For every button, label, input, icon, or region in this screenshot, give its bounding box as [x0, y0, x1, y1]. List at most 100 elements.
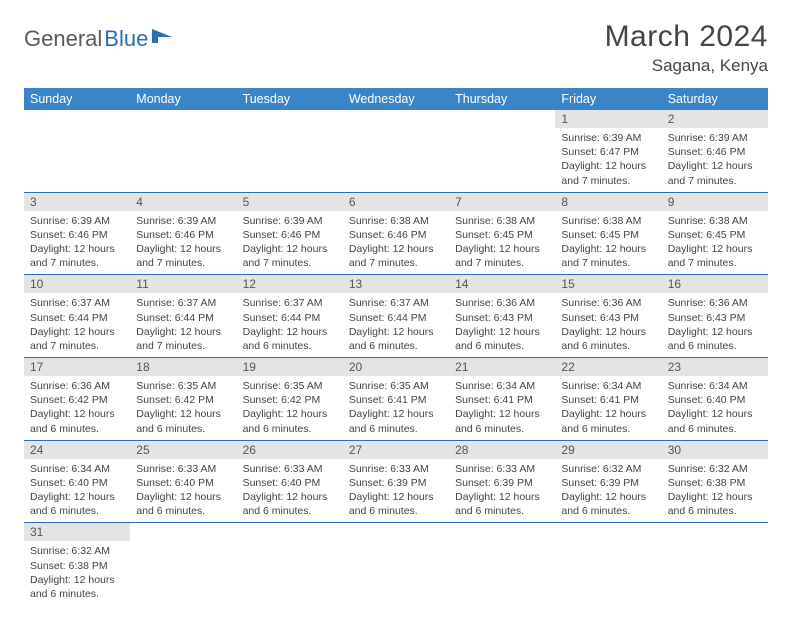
day-header: Friday: [555, 88, 661, 110]
calendar-cell: [662, 523, 768, 605]
daylight-text: Daylight: 12 hours and 6 minutes.: [455, 325, 549, 353]
calendar-cell: [343, 110, 449, 192]
sunset-text: Sunset: 6:41 PM: [561, 393, 655, 407]
day-details: Sunrise: 6:33 AMSunset: 6:40 PMDaylight:…: [237, 459, 343, 523]
sunset-text: Sunset: 6:43 PM: [668, 311, 762, 325]
day-details: Sunrise: 6:33 AMSunset: 6:40 PMDaylight:…: [130, 459, 236, 523]
sunrise-text: Sunrise: 6:37 AM: [30, 296, 124, 310]
location-label: Sagana, Kenya: [605, 56, 768, 76]
day-details: Sunrise: 6:39 AMSunset: 6:47 PMDaylight:…: [555, 128, 661, 192]
brand-part1: General: [24, 26, 102, 52]
day-number: 9: [662, 193, 768, 211]
day-number: 15: [555, 275, 661, 293]
day-number: 20: [343, 358, 449, 376]
day-details: Sunrise: 6:38 AMSunset: 6:45 PMDaylight:…: [662, 211, 768, 275]
sunset-text: Sunset: 6:40 PM: [243, 476, 337, 490]
calendar-week-row: 10Sunrise: 6:37 AMSunset: 6:44 PMDayligh…: [24, 275, 768, 358]
day-details: Sunrise: 6:38 AMSunset: 6:45 PMDaylight:…: [449, 211, 555, 275]
daylight-text: Daylight: 12 hours and 6 minutes.: [561, 407, 655, 435]
daylight-text: Daylight: 12 hours and 6 minutes.: [668, 490, 762, 518]
day-header: Saturday: [662, 88, 768, 110]
sunrise-text: Sunrise: 6:37 AM: [243, 296, 337, 310]
day-number: 11: [130, 275, 236, 293]
sunset-text: Sunset: 6:42 PM: [243, 393, 337, 407]
calendar-cell: [237, 110, 343, 192]
day-details: Sunrise: 6:39 AMSunset: 6:46 PMDaylight:…: [662, 128, 768, 192]
day-number: 30: [662, 441, 768, 459]
day-details: Sunrise: 6:36 AMSunset: 6:43 PMDaylight:…: [449, 293, 555, 357]
daylight-text: Daylight: 12 hours and 6 minutes.: [243, 407, 337, 435]
calendar-cell: 10Sunrise: 6:37 AMSunset: 6:44 PMDayligh…: [24, 275, 130, 358]
sunset-text: Sunset: 6:39 PM: [349, 476, 443, 490]
day-number: [662, 523, 768, 527]
day-number: [555, 523, 661, 527]
sunrise-text: Sunrise: 6:33 AM: [243, 462, 337, 476]
calendar-week-row: 24Sunrise: 6:34 AMSunset: 6:40 PMDayligh…: [24, 440, 768, 523]
calendar-cell: 9Sunrise: 6:38 AMSunset: 6:45 PMDaylight…: [662, 192, 768, 275]
calendar-cell: 7Sunrise: 6:38 AMSunset: 6:45 PMDaylight…: [449, 192, 555, 275]
calendar-cell: 20Sunrise: 6:35 AMSunset: 6:41 PMDayligh…: [343, 358, 449, 441]
sunset-text: Sunset: 6:38 PM: [668, 476, 762, 490]
day-header: Sunday: [24, 88, 130, 110]
day-number: [130, 523, 236, 527]
calendar-cell: 6Sunrise: 6:38 AMSunset: 6:46 PMDaylight…: [343, 192, 449, 275]
daylight-text: Daylight: 12 hours and 6 minutes.: [561, 490, 655, 518]
day-header: Wednesday: [343, 88, 449, 110]
sunset-text: Sunset: 6:44 PM: [136, 311, 230, 325]
daylight-text: Daylight: 12 hours and 7 minutes.: [30, 242, 124, 270]
day-header: Thursday: [449, 88, 555, 110]
day-details: Sunrise: 6:37 AMSunset: 6:44 PMDaylight:…: [24, 293, 130, 357]
calendar-cell: [24, 110, 130, 192]
day-number: [343, 110, 449, 114]
sunrise-text: Sunrise: 6:35 AM: [349, 379, 443, 393]
day-number: 17: [24, 358, 130, 376]
calendar-cell: 12Sunrise: 6:37 AMSunset: 6:44 PMDayligh…: [237, 275, 343, 358]
calendar-cell: [555, 523, 661, 605]
sunrise-text: Sunrise: 6:35 AM: [243, 379, 337, 393]
calendar-cell: 24Sunrise: 6:34 AMSunset: 6:40 PMDayligh…: [24, 440, 130, 523]
day-details: Sunrise: 6:39 AMSunset: 6:46 PMDaylight:…: [237, 211, 343, 275]
daylight-text: Daylight: 12 hours and 7 minutes.: [136, 242, 230, 270]
calendar-cell: 5Sunrise: 6:39 AMSunset: 6:46 PMDaylight…: [237, 192, 343, 275]
calendar-cell: 21Sunrise: 6:34 AMSunset: 6:41 PMDayligh…: [449, 358, 555, 441]
day-number: 25: [130, 441, 236, 459]
sunrise-text: Sunrise: 6:34 AM: [668, 379, 762, 393]
day-details: Sunrise: 6:32 AMSunset: 6:38 PMDaylight:…: [662, 459, 768, 523]
sunset-text: Sunset: 6:45 PM: [455, 228, 549, 242]
sunrise-text: Sunrise: 6:32 AM: [561, 462, 655, 476]
day-details: Sunrise: 6:39 AMSunset: 6:46 PMDaylight:…: [130, 211, 236, 275]
calendar-cell: 2Sunrise: 6:39 AMSunset: 6:46 PMDaylight…: [662, 110, 768, 192]
sunrise-text: Sunrise: 6:35 AM: [136, 379, 230, 393]
day-number: 8: [555, 193, 661, 211]
daylight-text: Daylight: 12 hours and 6 minutes.: [30, 407, 124, 435]
daylight-text: Daylight: 12 hours and 7 minutes.: [349, 242, 443, 270]
sunrise-text: Sunrise: 6:36 AM: [668, 296, 762, 310]
day-number: [237, 110, 343, 114]
header: GeneralBlue March 2024 Sagana, Kenya: [24, 20, 768, 76]
day-number: 19: [237, 358, 343, 376]
daylight-text: Daylight: 12 hours and 6 minutes.: [561, 325, 655, 353]
daylight-text: Daylight: 12 hours and 7 minutes.: [136, 325, 230, 353]
sunrise-text: Sunrise: 6:33 AM: [136, 462, 230, 476]
sunrise-text: Sunrise: 6:33 AM: [349, 462, 443, 476]
daylight-text: Daylight: 12 hours and 7 minutes.: [30, 325, 124, 353]
calendar-cell: 29Sunrise: 6:32 AMSunset: 6:39 PMDayligh…: [555, 440, 661, 523]
sunrise-text: Sunrise: 6:34 AM: [561, 379, 655, 393]
day-details: Sunrise: 6:34 AMSunset: 6:40 PMDaylight:…: [662, 376, 768, 440]
calendar-cell: 22Sunrise: 6:34 AMSunset: 6:41 PMDayligh…: [555, 358, 661, 441]
day-header: Tuesday: [237, 88, 343, 110]
daylight-text: Daylight: 12 hours and 6 minutes.: [455, 490, 549, 518]
day-number: 1: [555, 110, 661, 128]
sunrise-text: Sunrise: 6:34 AM: [455, 379, 549, 393]
calendar-cell: 31Sunrise: 6:32 AMSunset: 6:38 PMDayligh…: [24, 523, 130, 605]
sunset-text: Sunset: 6:44 PM: [243, 311, 337, 325]
day-header-row: SundayMondayTuesdayWednesdayThursdayFrid…: [24, 88, 768, 110]
calendar-cell: [130, 523, 236, 605]
daylight-text: Daylight: 12 hours and 6 minutes.: [136, 490, 230, 518]
daylight-text: Daylight: 12 hours and 6 minutes.: [243, 490, 337, 518]
calendar-page: GeneralBlue March 2024 Sagana, Kenya Sun…: [0, 0, 792, 625]
daylight-text: Daylight: 12 hours and 6 minutes.: [455, 407, 549, 435]
calendar-cell: [130, 110, 236, 192]
sunrise-text: Sunrise: 6:37 AM: [349, 296, 443, 310]
day-details: Sunrise: 6:33 AMSunset: 6:39 PMDaylight:…: [343, 459, 449, 523]
